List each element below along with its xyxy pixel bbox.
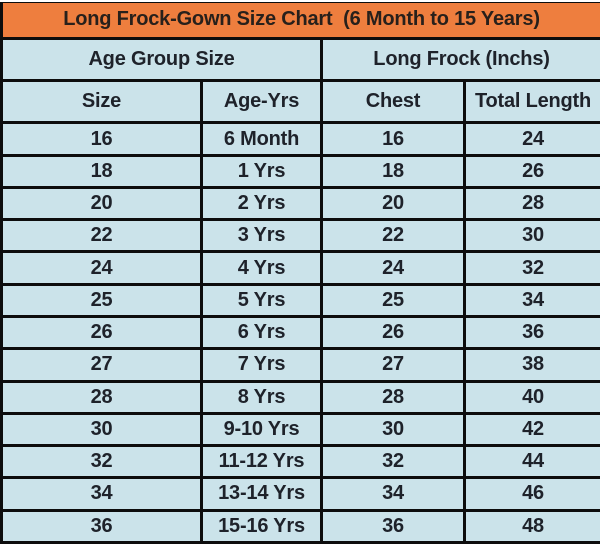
title-row: Long Frock-Gown Size Chart (6 Month to 1… [2,3,600,39]
table-cell: 34 [465,284,600,316]
chart-title: Long Frock-Gown Size Chart (6 Month to 1… [2,3,600,39]
table-cell: 15-16 Yrs [202,510,322,542]
table-cell: 24 [322,252,465,284]
table-cell: 25 [2,284,202,316]
table-cell: 5 Yrs [202,284,322,316]
table-cell: 26 [465,155,600,187]
column-header-chest: Chest [322,81,465,123]
table-cell: 8 Yrs [202,381,322,413]
column-header-row: Size Age-Yrs Chest Total Length [2,81,600,123]
table-cell: 7 Yrs [202,349,322,381]
table-cell: 16 [2,123,202,155]
table-cell: 24 [465,123,600,155]
table-cell: 13-14 Yrs [202,478,322,510]
table-cell: 24 [2,252,202,284]
table-cell: 25 [322,284,465,316]
table-cell: 1 Yrs [202,155,322,187]
table-cell: 11-12 Yrs [202,446,322,478]
table-cell: 28 [322,381,465,413]
group-header-row: Age Group Size Long Frock (Inchs) [2,38,600,80]
table-cell: 26 [2,317,202,349]
table-cell: 16 [322,123,465,155]
table-cell: 38 [465,349,600,381]
column-header-age-yrs: Age-Yrs [202,81,322,123]
table-cell: 20 [2,187,202,219]
table-cell: 26 [322,317,465,349]
table-cell: 2 Yrs [202,187,322,219]
table-cell: 22 [322,220,465,252]
table-cell: 46 [465,478,600,510]
table-cell: 32 [465,252,600,284]
table-cell: 34 [2,478,202,510]
table-cell: 42 [465,413,600,445]
table-cell: 36 [2,510,202,542]
table-cell: 36 [465,317,600,349]
table-cell: 40 [465,381,600,413]
group-header-long-frock: Long Frock (Inchs) [322,38,600,80]
table-cell: 30 [322,413,465,445]
table-cell: 22 [2,220,202,252]
table-cell: 3 Yrs [202,220,322,252]
table-cell: 6 Yrs [202,317,322,349]
column-header-total-length: Total Length [465,81,600,123]
table-cell: 44 [465,446,600,478]
table-cell: 4 Yrs [202,252,322,284]
column-header-size: Size [2,81,202,123]
table-cell: 32 [2,446,202,478]
table-cell: 48 [465,510,600,542]
table-cell: 28 [2,381,202,413]
table-cell: 18 [322,155,465,187]
table-cell: 28 [465,187,600,219]
table-cell: 30 [2,413,202,445]
table-cell: 30 [465,220,600,252]
table-cell: 27 [322,349,465,381]
table-cell: 36 [322,510,465,542]
group-header-age-group-size: Age Group Size [2,38,322,80]
table-cell: 34 [322,478,465,510]
table-cell: 27 [2,349,202,381]
table-cell: 32 [322,446,465,478]
table-cell: 6 Month [202,123,322,155]
table-cell: 20 [322,187,465,219]
table-cell: 9-10 Yrs [202,413,322,445]
table-cell: 18 [2,155,202,187]
